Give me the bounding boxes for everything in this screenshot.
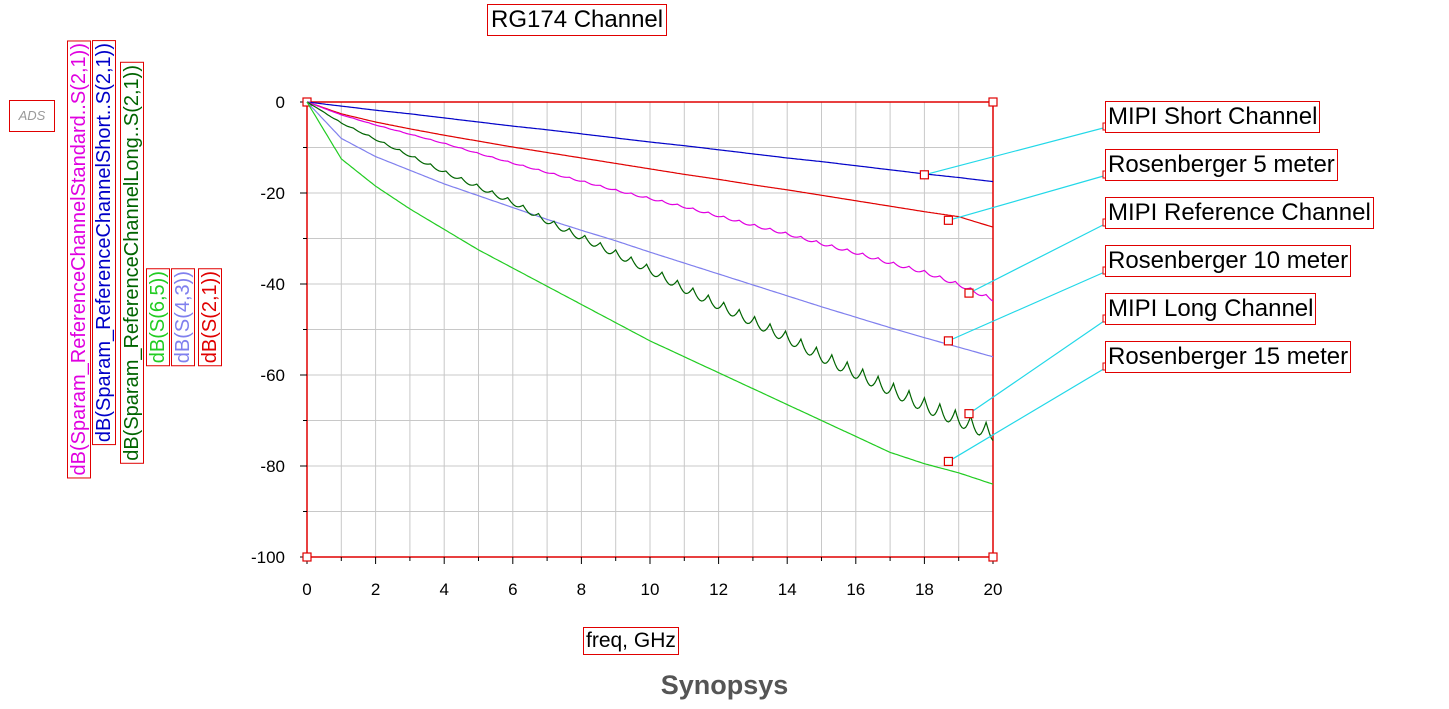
corner-marker: [988, 552, 998, 562]
series-marker: [964, 288, 974, 298]
axes: 0 2 4 6 8 10 12 14 16 18 20 0 -20 -40 -60 -80 -100: [251, 93, 1002, 599]
series-marker: [919, 170, 930, 180]
leader-line: [948, 366, 1108, 462]
series-line: [306, 101, 994, 228]
x-tick-label: 14: [778, 580, 797, 599]
legend-label-mipi-short: MIPI Short Channel: [1105, 101, 1321, 133]
series-line: [306, 101, 994, 485]
corner-marker: [988, 97, 998, 107]
series-marker: [943, 215, 954, 225]
x-tick-label: 0: [302, 580, 311, 599]
y-tick-label: -60: [260, 366, 285, 385]
legend-label-rosenberger-5m: Rosenberger 5 meter: [1105, 149, 1338, 181]
series-line: [306, 101, 994, 183]
chart-title: RG174 Channel: [487, 4, 668, 36]
series-marker: [943, 456, 954, 467]
x-tick-label: 12: [709, 580, 728, 599]
series-lines: [306, 101, 994, 485]
leader-line: [924, 126, 1108, 176]
y-tick-label: -80: [260, 457, 285, 476]
y-tick-label: -20: [260, 184, 285, 203]
y-tick-label: 0: [276, 93, 285, 112]
legend-label-mipi-reference: MIPI Reference Channel: [1105, 197, 1374, 229]
series-line: [306, 101, 994, 442]
x-tick-label: 10: [641, 580, 660, 599]
leader-line: [948, 270, 1108, 342]
y-tick-label: -40: [260, 275, 285, 294]
y-tick-label: -100: [251, 548, 285, 567]
legend-leader-lines: [919, 122, 1111, 467]
legend-label-mipi-long: MIPI Long Channel: [1105, 293, 1317, 325]
leader-line: [948, 174, 1108, 221]
x-tick-label: 6: [508, 580, 517, 599]
x-tick-label: 20: [984, 580, 1003, 599]
series-line: [306, 101, 994, 302]
x-tick-label: 18: [915, 580, 934, 599]
series-marker: [943, 336, 954, 346]
x-tick-label: 8: [577, 580, 586, 599]
corner-marker: [302, 552, 312, 562]
x-tick-label: 4: [439, 580, 448, 599]
x-axis-label: freq, GHz: [583, 627, 679, 655]
series-marker: [964, 409, 974, 419]
caption: Synopsys: [660, 670, 789, 700]
leader-line: [968, 222, 1108, 294]
x-tick-label: 16: [846, 580, 865, 599]
series-line: [306, 101, 994, 358]
legend-label-rosenberger-15m: Rosenberger 15 meter: [1105, 341, 1352, 373]
x-tick-label: 2: [371, 580, 380, 599]
ads-logo: ADS: [9, 100, 55, 132]
legend-label-rosenberger-10m: Rosenberger 10 meter: [1105, 245, 1352, 277]
leader-line: [968, 318, 1108, 415]
